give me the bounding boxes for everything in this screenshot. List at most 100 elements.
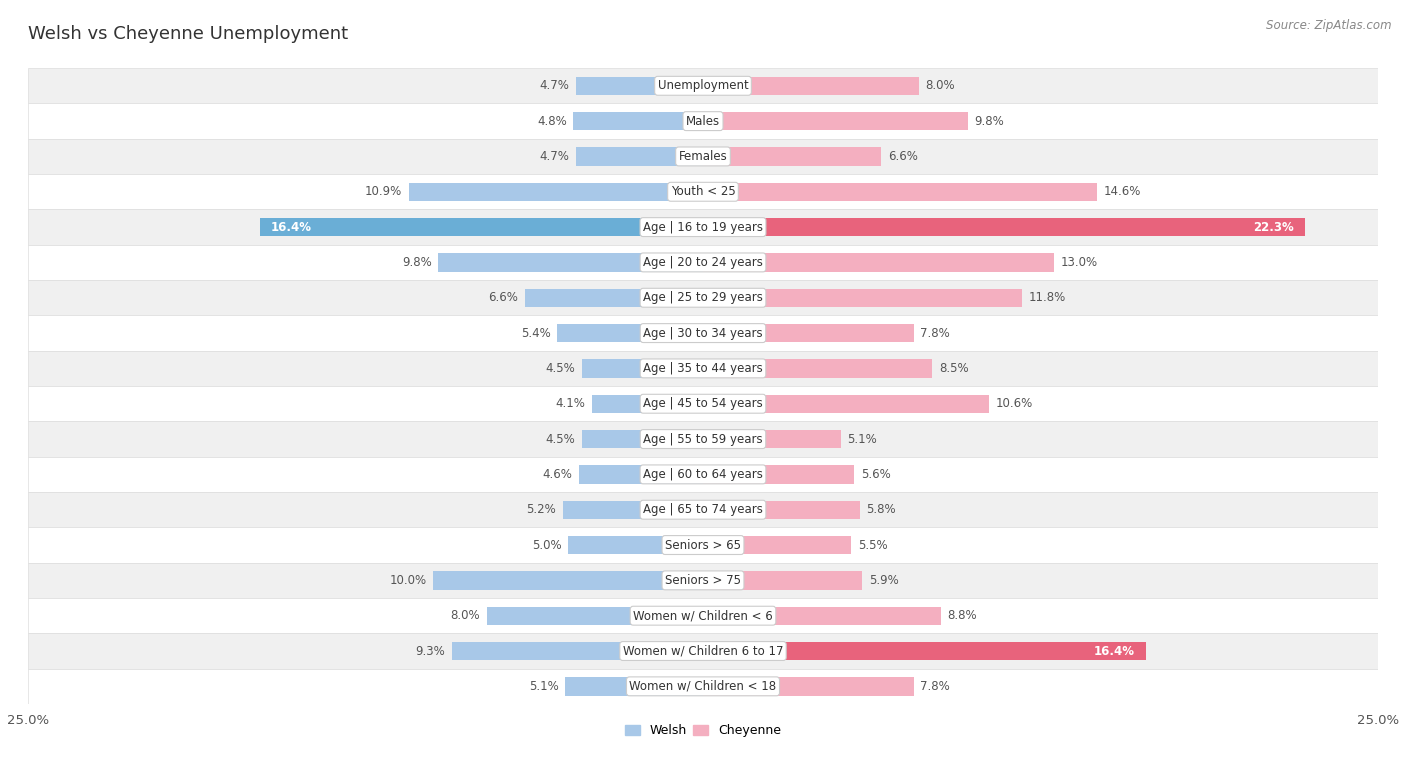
Text: 6.6%: 6.6% xyxy=(889,150,918,163)
Text: Women w/ Children < 6: Women w/ Children < 6 xyxy=(633,609,773,622)
Bar xyxy=(28,245,1378,280)
Bar xyxy=(576,76,703,95)
Bar xyxy=(28,562,1378,598)
Bar xyxy=(28,68,1378,104)
Text: Age | 35 to 44 years: Age | 35 to 44 years xyxy=(643,362,763,375)
Bar xyxy=(703,466,855,484)
Bar xyxy=(28,668,1378,704)
Bar xyxy=(703,394,990,413)
Text: Women w/ Children 6 to 17: Women w/ Children 6 to 17 xyxy=(623,644,783,658)
Bar xyxy=(433,572,703,590)
Bar xyxy=(568,536,703,554)
Legend: Welsh, Cheyenne: Welsh, Cheyenne xyxy=(620,719,786,743)
Text: 6.6%: 6.6% xyxy=(488,291,517,304)
Text: Males: Males xyxy=(686,114,720,128)
Bar xyxy=(703,430,841,448)
Bar xyxy=(28,174,1378,210)
Bar xyxy=(28,210,1378,245)
Bar xyxy=(703,288,1022,307)
Bar xyxy=(703,148,882,166)
Text: 5.8%: 5.8% xyxy=(866,503,896,516)
Bar xyxy=(409,182,703,201)
Text: 5.4%: 5.4% xyxy=(520,326,551,340)
Bar xyxy=(486,606,703,625)
Text: 4.7%: 4.7% xyxy=(540,150,569,163)
Bar xyxy=(703,678,914,696)
Bar xyxy=(703,536,852,554)
Bar xyxy=(28,104,1378,139)
Bar xyxy=(703,360,932,378)
Bar xyxy=(28,492,1378,528)
Text: Age | 30 to 34 years: Age | 30 to 34 years xyxy=(643,326,763,340)
Text: Welsh vs Cheyenne Unemployment: Welsh vs Cheyenne Unemployment xyxy=(28,26,349,43)
Bar xyxy=(574,112,703,130)
Text: Youth < 25: Youth < 25 xyxy=(671,185,735,198)
Bar xyxy=(565,678,703,696)
Bar xyxy=(260,218,703,236)
Text: 8.0%: 8.0% xyxy=(925,79,955,92)
Text: Age | 45 to 54 years: Age | 45 to 54 years xyxy=(643,397,763,410)
Text: 8.0%: 8.0% xyxy=(451,609,481,622)
Text: 14.6%: 14.6% xyxy=(1104,185,1142,198)
Bar xyxy=(28,422,1378,456)
Bar xyxy=(703,254,1054,272)
Text: 4.6%: 4.6% xyxy=(543,468,572,481)
Text: Seniors > 65: Seniors > 65 xyxy=(665,538,741,552)
Bar xyxy=(28,598,1378,634)
Text: 5.1%: 5.1% xyxy=(848,432,877,446)
Bar xyxy=(28,456,1378,492)
Text: Age | 60 to 64 years: Age | 60 to 64 years xyxy=(643,468,763,481)
Bar xyxy=(703,182,1097,201)
Text: 5.6%: 5.6% xyxy=(860,468,890,481)
Text: Age | 20 to 24 years: Age | 20 to 24 years xyxy=(643,256,763,269)
Bar xyxy=(703,218,1305,236)
Bar xyxy=(524,288,703,307)
Text: 9.3%: 9.3% xyxy=(415,644,446,658)
Text: 5.1%: 5.1% xyxy=(529,680,558,693)
Text: Age | 55 to 59 years: Age | 55 to 59 years xyxy=(643,432,763,446)
Text: 4.8%: 4.8% xyxy=(537,114,567,128)
Text: 4.5%: 4.5% xyxy=(546,432,575,446)
Bar xyxy=(28,139,1378,174)
Text: Unemployment: Unemployment xyxy=(658,79,748,92)
Text: 4.7%: 4.7% xyxy=(540,79,569,92)
Text: Age | 25 to 29 years: Age | 25 to 29 years xyxy=(643,291,763,304)
Bar xyxy=(28,280,1378,316)
Text: 11.8%: 11.8% xyxy=(1028,291,1066,304)
Text: 4.1%: 4.1% xyxy=(555,397,585,410)
Text: Age | 65 to 74 years: Age | 65 to 74 years xyxy=(643,503,763,516)
Bar xyxy=(562,500,703,519)
Text: Seniors > 75: Seniors > 75 xyxy=(665,574,741,587)
Bar xyxy=(28,528,1378,562)
Text: 10.0%: 10.0% xyxy=(389,574,426,587)
Text: 9.8%: 9.8% xyxy=(974,114,1004,128)
Bar xyxy=(557,324,703,342)
Bar xyxy=(576,148,703,166)
Text: 5.0%: 5.0% xyxy=(531,538,561,552)
Bar xyxy=(703,324,914,342)
Text: 5.5%: 5.5% xyxy=(858,538,887,552)
Bar xyxy=(703,642,1146,660)
Bar xyxy=(582,430,703,448)
Bar xyxy=(579,466,703,484)
Bar xyxy=(703,112,967,130)
Bar xyxy=(582,360,703,378)
Text: 4.5%: 4.5% xyxy=(546,362,575,375)
Text: 10.6%: 10.6% xyxy=(995,397,1033,410)
Bar xyxy=(703,606,941,625)
Bar xyxy=(439,254,703,272)
Text: 8.8%: 8.8% xyxy=(948,609,977,622)
Text: Females: Females xyxy=(679,150,727,163)
Bar xyxy=(703,500,859,519)
Text: 10.9%: 10.9% xyxy=(364,185,402,198)
Bar xyxy=(703,76,920,95)
Text: 8.5%: 8.5% xyxy=(939,362,969,375)
Text: 7.8%: 7.8% xyxy=(921,326,950,340)
Bar xyxy=(703,572,862,590)
Text: Source: ZipAtlas.com: Source: ZipAtlas.com xyxy=(1267,19,1392,32)
Text: 5.9%: 5.9% xyxy=(869,574,898,587)
Text: 5.2%: 5.2% xyxy=(526,503,555,516)
Bar xyxy=(28,386,1378,422)
Text: 16.4%: 16.4% xyxy=(1094,644,1135,658)
Bar xyxy=(28,316,1378,350)
